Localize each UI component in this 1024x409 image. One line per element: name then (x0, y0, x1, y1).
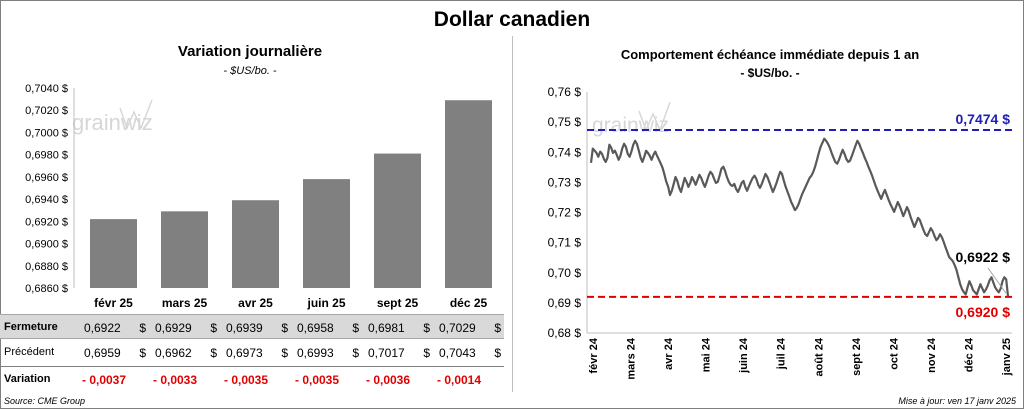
y-tick-label: 0,6880 $ (25, 261, 68, 273)
x-tick-label: nov 24 (926, 337, 938, 373)
x-tick-label: avr 24 (663, 337, 675, 370)
watermark-text: grainwiz (72, 110, 153, 135)
y-tick-label: 0,74 $ (548, 145, 582, 159)
upper-reference-label: 0,7474 $ (956, 111, 1011, 127)
y-tick-label: 0,69 $ (548, 296, 582, 310)
x-tick-label: févr 24 (588, 337, 600, 373)
bar-chart: grainwiz 0,6860 $ 0,6880 $ 0,6900 $ 0,6920 … (25, 83, 492, 310)
bar (232, 200, 279, 288)
bar (303, 179, 350, 288)
y-tick-label: 0,6900 $ (25, 239, 68, 251)
x-tick-label: févr 25 (94, 296, 133, 310)
bar (161, 211, 208, 288)
x-tick-label: oct 24 (888, 337, 900, 370)
row-label: Fermeture (4, 321, 58, 333)
lower-reference-label: 0,6920 $ (956, 304, 1011, 320)
y-tick-label: 0,6940 $ (25, 194, 68, 206)
price-series-line (589, 137, 1010, 297)
watermark-logo: grainwiz (592, 101, 671, 137)
right-chart-subtitle: - $US/bo. - (740, 66, 800, 80)
y-tick-label: 0,72 $ (548, 206, 582, 220)
x-tick-label: janv 25 (1001, 338, 1013, 376)
right-chart-title: Comportement échéance immédiate depuis 1… (620, 47, 920, 62)
y-tick-label: 0,70 $ (548, 266, 582, 280)
x-tick-label: déc 24 (963, 337, 975, 372)
y-tick-label: 0,76 $ (548, 85, 582, 99)
row-label: Variation (4, 373, 51, 385)
y-tick-label: 0,6920 $ (25, 216, 68, 228)
x-tick-label: août 24 (813, 337, 825, 376)
bar (90, 219, 137, 288)
left-chart-subtitle: - $US/bo. - (223, 65, 277, 77)
y-tick-label: 0,73 $ (548, 175, 582, 189)
panel-divider (512, 36, 513, 392)
bar (445, 100, 492, 288)
y-tick-label: 0,7040 $ (25, 83, 68, 95)
table-row-variation: Variation - 0,0037 - 0,0033 - 0,0035 - 0… (0, 366, 504, 391)
watermark-text: grainwiz (592, 114, 669, 137)
bar (374, 153, 421, 288)
y-tick-label: 0,6860 $ (25, 283, 68, 295)
x-tick-label: juil 24 (776, 337, 788, 370)
last-value-label: 0,6922 $ (956, 249, 1011, 265)
x-tick-label: déc 25 (450, 296, 488, 310)
line-chart: grainwiz 0,68 $ 0,69 $ 0,70 $ 0,71 $ 0,72 $ 0… (548, 85, 1013, 380)
x-tick-label: sept 24 (851, 337, 863, 376)
table-row-close: Fermeture 0,6922 $ 0,6929 $ 0,6939 $ 0,6958… (0, 314, 504, 339)
y-tick-label: 0,68 $ (548, 326, 582, 340)
y-tick-label: 0,7000 $ (25, 127, 68, 139)
x-tick-label: avr 25 (238, 296, 273, 310)
y-tick-label: 0,71 $ (548, 236, 582, 250)
update-note: Mise à jour: ven 17 janv 2025 (898, 396, 1016, 406)
y-tick-label: 0,75 $ (548, 115, 582, 129)
source-note: Source: CME Group (4, 396, 86, 406)
y-tick-label: 0,6980 $ (25, 150, 68, 162)
left-chart-title: Variation journalière (177, 43, 323, 60)
row-label: Précédent (4, 346, 55, 358)
y-tick-label: 0,7020 $ (25, 105, 68, 117)
x-tick-label: mars 24 (626, 337, 638, 379)
x-tick-label: juin 24 (738, 337, 750, 374)
x-tick-label: mai 24 (701, 337, 713, 372)
watermark-logo: grainwiz (72, 99, 153, 135)
x-tick-label: mars 25 (162, 296, 208, 310)
y-tick-label: 0,6960 $ (25, 172, 68, 184)
x-tick-label: sept 25 (377, 296, 419, 310)
last-value-leader (987, 267, 1007, 294)
table-row-previous: Précédent 0,6959 $ 0,6962 $ 0,6973 $ 0,6993… (4, 346, 501, 360)
x-tick-label: juin 25 (306, 296, 345, 310)
main-title: Dollar canadien (433, 8, 591, 31)
